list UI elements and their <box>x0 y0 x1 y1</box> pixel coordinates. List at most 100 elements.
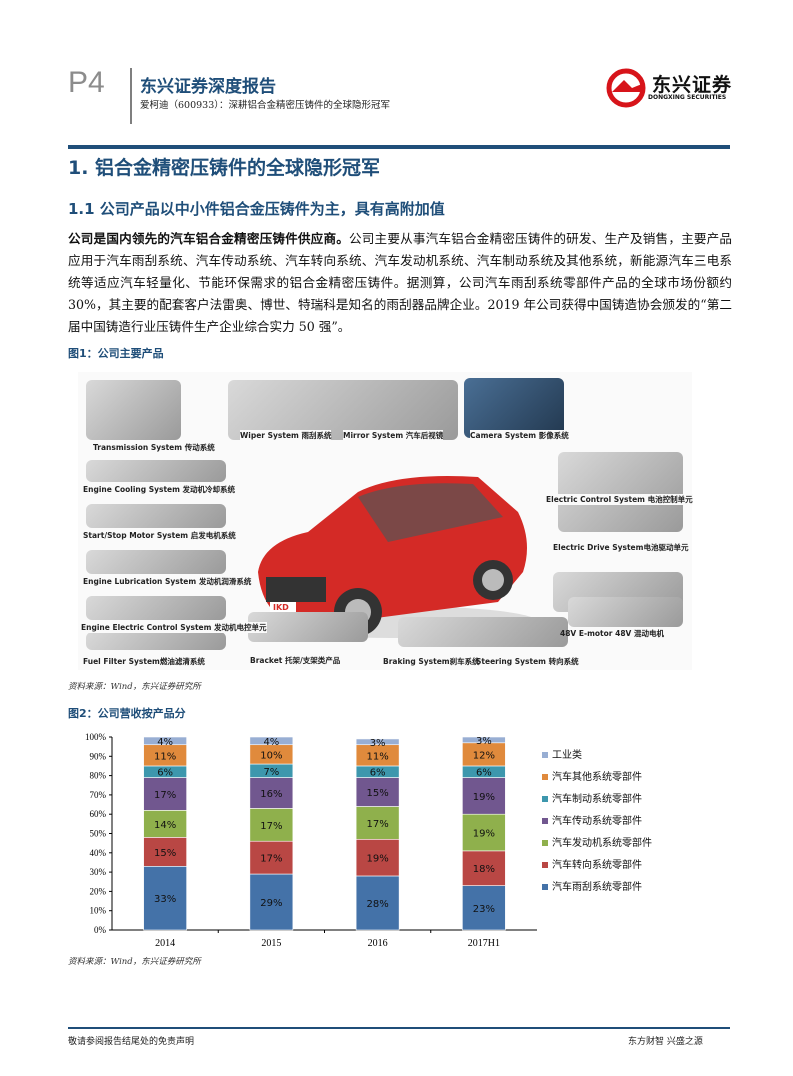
data-label: 28% <box>367 899 389 910</box>
data-label: 4% <box>263 737 279 748</box>
data-label: 16% <box>260 789 282 800</box>
product-label: Mirror System 汽车后视镜 <box>343 430 444 441</box>
y-tick-label: 20% <box>90 886 107 896</box>
bar-segment <box>462 777 506 815</box>
data-label: 10% <box>260 750 282 761</box>
logo-text: 东兴证券 <box>652 74 733 96</box>
legend-swatch <box>542 884 548 890</box>
product-label: Wiper System 雨刮系统 <box>240 430 332 441</box>
product-label: Engine Cooling System 发动机冷却系统 <box>83 485 236 494</box>
body-paragraph: 公司是国内领先的汽车铝合金精密压铸件供应商。公司主要从事汽车铝合金精密压铸件的研… <box>68 228 732 338</box>
data-label: 19% <box>367 854 389 865</box>
figure1-source: 资料来源：Wind，东兴证券研究所 <box>68 682 201 692</box>
body-text: 公司主要从事汽车铝合金精密压铸件的研发、生产及销售，主要产品应用于汽车雨刮系统、… <box>68 231 733 334</box>
car-logo: IKD <box>273 603 289 612</box>
lead-sentence: 公司是国内领先的汽车铝合金精密压铸件供应商。 <box>68 231 349 246</box>
logo-subtext: DONGXING SECURITIES <box>648 94 727 101</box>
bar-segment <box>143 837 187 867</box>
disclaimer-note: 敬请参阅报告结尾处的免责声明 <box>68 1037 195 1047</box>
product-label: Electric Drive System电池驱动单元 <box>553 542 689 553</box>
y-tick-label: 80% <box>90 771 107 781</box>
bar-segment <box>249 808 294 842</box>
bar-segment <box>462 885 506 931</box>
y-tick-label: 60% <box>90 809 107 819</box>
header-rule <box>68 145 730 149</box>
y-tick-label: 90% <box>90 751 107 761</box>
legend-label: 工业类 <box>552 748 582 761</box>
legend-swatch <box>542 774 548 780</box>
bar-segment <box>143 866 187 931</box>
dongxing-logo-icon <box>606 68 646 108</box>
y-tick-label: 10% <box>90 906 107 916</box>
bar-segment <box>355 777 400 807</box>
legend-label: 汽车雨刮系统零部件 <box>552 880 642 893</box>
data-label: 11% <box>154 751 176 762</box>
data-label: 17% <box>260 854 282 865</box>
product-label: Start/Stop Motor System 启发电机系统 <box>83 531 236 540</box>
y-tick-label: 50% <box>90 829 107 839</box>
header-divider <box>130 68 132 124</box>
legend-label: 汽车转向系统零部件 <box>552 858 642 871</box>
data-label: 29% <box>260 898 282 909</box>
data-label: 23% <box>473 904 495 915</box>
product-label: Engine Electric Control System 发动机电控单元 <box>81 622 267 633</box>
data-label: 33% <box>154 894 176 905</box>
y-tick-label: 0% <box>94 925 107 935</box>
footer-rule <box>68 1027 730 1029</box>
data-label: 15% <box>154 848 176 859</box>
data-label: 17% <box>260 821 282 832</box>
data-label: 6% <box>370 768 386 779</box>
legend-swatch <box>542 840 548 846</box>
data-label: 15% <box>367 788 389 799</box>
report-subtitle: 爱柯迪（600933）：深耕铝合金精密压铸件的全球隐形冠军 <box>140 100 391 111</box>
page-number: P4 <box>68 66 105 99</box>
legend-label: 汽车其他系统零部件 <box>552 770 642 783</box>
data-label: 18% <box>473 864 495 875</box>
figure1-caption: 图1：公司主要产品 <box>68 347 164 360</box>
data-label: 7% <box>263 767 279 778</box>
data-label: 12% <box>473 750 495 761</box>
bar-segment <box>355 838 400 877</box>
data-label: 4% <box>157 737 173 748</box>
data-label: 6% <box>157 768 173 779</box>
report-title: 东兴证券深度报告 <box>140 77 276 97</box>
bar-segment <box>143 810 187 838</box>
product-label: Transmission System 传动系统 <box>93 443 215 452</box>
data-label: 14% <box>154 820 176 831</box>
data-label: 6% <box>476 768 492 779</box>
bar-segment <box>355 738 400 746</box>
x-tick-label: 2015 <box>261 938 281 949</box>
data-label: 17% <box>367 819 389 830</box>
section-heading: 1. 铝合金精密压铸件的全球隐形冠军 <box>68 157 381 179</box>
legend-label: 汽车发动机系统零部件 <box>552 836 652 849</box>
product-label: 48V E-motor 48V 混动电机 <box>560 629 664 638</box>
product-label: Fuel Filter System燃油滤清系统 <box>83 657 205 666</box>
product-image: IKD Transmission System 传动系统 Engine Cool… <box>78 372 693 670</box>
bar-segment <box>249 840 294 875</box>
legend-label: 汽车传动系统零部件 <box>552 814 642 827</box>
revenue-stacked-bar-chart: 0% 10% 20% 30% 40% 50% 60% 70% 80% 90% 100% 2014 33%… <box>85 732 652 949</box>
bar-segment <box>355 875 400 931</box>
bar-segment <box>249 777 294 809</box>
product-label: Steering System 转向系统 <box>476 657 579 666</box>
figure2-source: 资料来源：Wind，东兴证券研究所 <box>68 957 201 967</box>
legend-swatch <box>542 796 548 802</box>
subsection-heading: 1.1 公司产品以中小件铝合金压铸件为主，具有高附加值 <box>68 200 445 218</box>
bar-segment <box>355 806 400 840</box>
figure2-caption: 图2：公司营收按产品分 <box>68 707 186 720</box>
data-label: 11% <box>367 751 389 762</box>
y-tick-label: 70% <box>90 790 107 800</box>
bar-segment <box>462 736 506 744</box>
x-tick-label: 2016 <box>368 938 388 949</box>
product-label: Bracket 托架/支架类产品 <box>250 656 341 665</box>
data-label: 3% <box>370 738 386 749</box>
legend-swatch <box>542 752 548 758</box>
bar-segment <box>143 736 187 746</box>
legend-swatch <box>542 818 548 824</box>
x-tick-label: 2014 <box>155 938 175 949</box>
product-label: Electric Control System 电池控制单元 <box>546 494 693 505</box>
data-label: 19% <box>473 792 495 803</box>
bar-segment <box>249 873 294 931</box>
product-label: Camera System 影像系统 <box>470 430 569 441</box>
